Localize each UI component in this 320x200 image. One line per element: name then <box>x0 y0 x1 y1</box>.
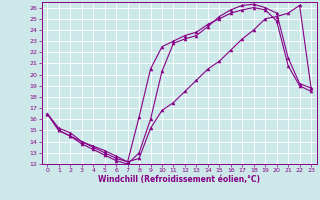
X-axis label: Windchill (Refroidissement éolien,°C): Windchill (Refroidissement éolien,°C) <box>98 175 260 184</box>
